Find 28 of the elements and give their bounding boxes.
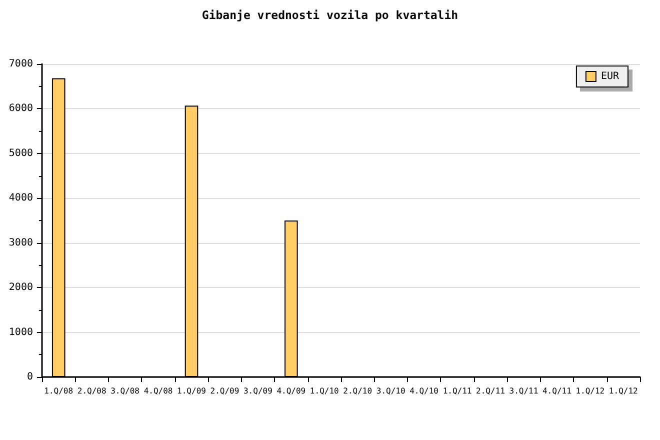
y-tick-label: 1000 (8, 326, 33, 338)
x-tick-label: 2.Q/10 (343, 386, 372, 396)
x-tick-label: 3.Q/08 (110, 386, 140, 396)
x-tick-label: 2.Q/08 (77, 386, 106, 396)
x-tick-label: 3.Q/10 (376, 386, 406, 396)
y-tick-label: 7000 (8, 58, 33, 70)
y-tick-label: 2000 (8, 282, 33, 294)
x-tick-label: 4.Q/09 (276, 386, 306, 396)
chart-title: Gibanje vrednosti vozila po kvartalih (202, 8, 458, 22)
x-tick-label: 2.Q/09 (210, 386, 240, 396)
x-tick-label: 1.Q/08 (44, 386, 74, 396)
x-tick-label: 1.Q/12 (576, 386, 605, 396)
y-tick-label: 6000 (8, 103, 33, 114)
x-tick-label: 2.Q/11 (476, 386, 506, 396)
x-tick-label: 4.Q/10 (410, 386, 439, 396)
x-tick-label: 4.Q/08 (144, 386, 173, 396)
x-tick-label: 3.Q/09 (243, 386, 273, 396)
x-tick-label: 1.Q/12 (608, 386, 638, 396)
x-tick-label: 1.Q/10 (310, 386, 340, 396)
x-tick-label: 4.Q/11 (542, 386, 572, 396)
y-tick-label: 5000 (8, 148, 33, 159)
legend-label: EUR (600, 71, 620, 82)
x-tick-label: 3.Q/11 (509, 386, 538, 396)
x-tick-label: 1.Q/11 (442, 386, 472, 396)
y-tick-label: 0 (26, 372, 33, 382)
y-tick-label: 4000 (8, 192, 33, 204)
y-tick-label: 3000 (8, 237, 33, 248)
x-tick-label: 1.Q/09 (177, 386, 206, 396)
